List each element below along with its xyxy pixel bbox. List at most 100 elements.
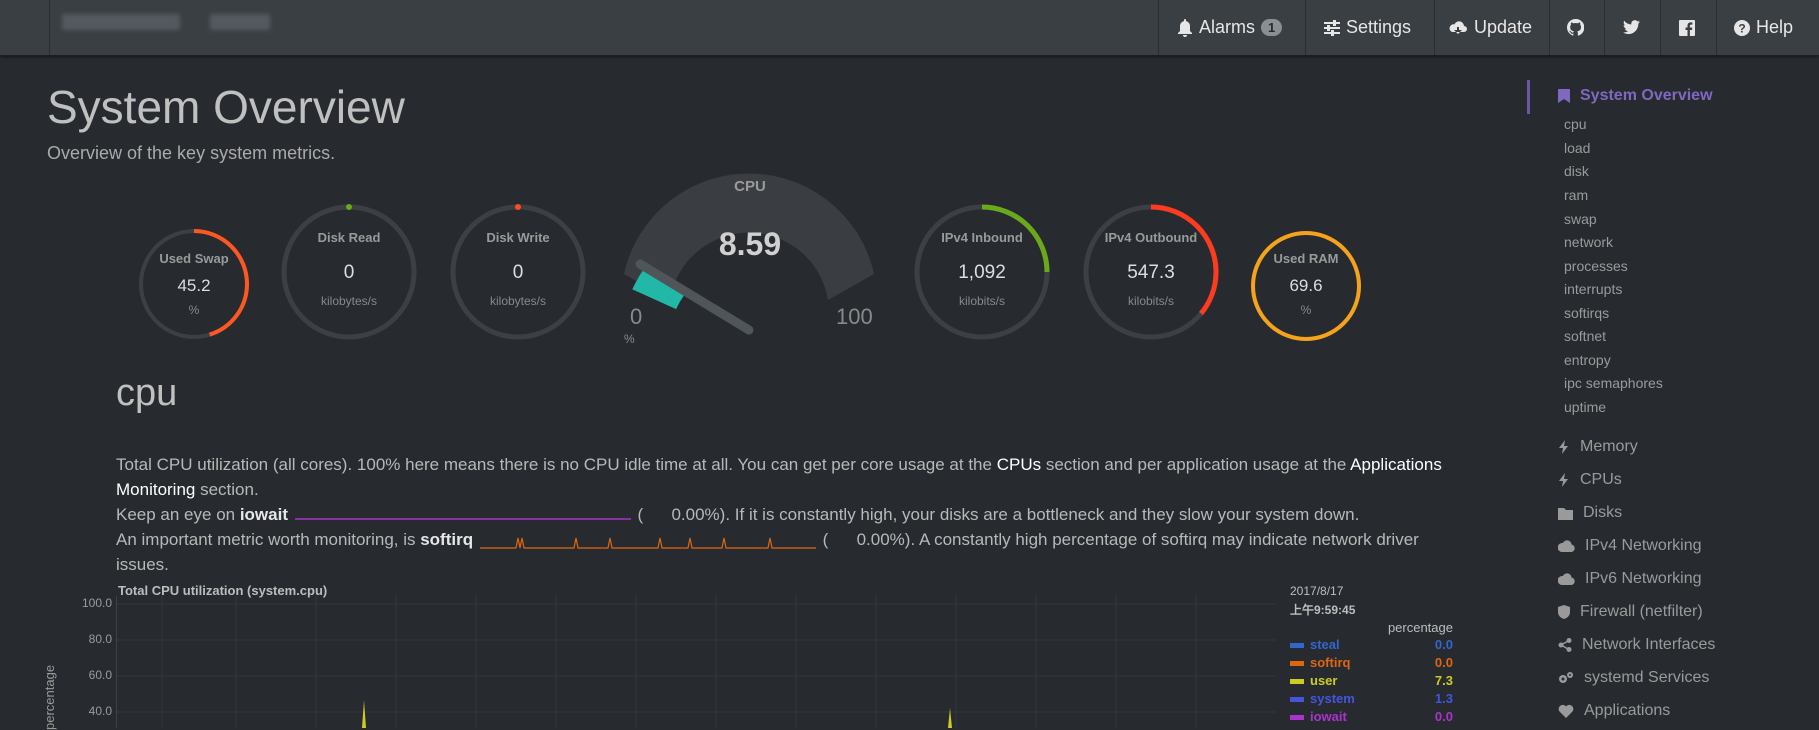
sidebar-subitem-softnet[interactable]: softnet (1564, 328, 1607, 344)
sidebar-item-label: CPUs (1580, 471, 1622, 488)
disk-write-label: Disk Write (486, 230, 550, 245)
iowait-percent: 0.00% (671, 505, 720, 524)
legend-name: user (1310, 673, 1338, 688)
y-tick-label: 80.0 (88, 632, 112, 646)
cpu-gauge-dial (624, 173, 874, 335)
legend-swatch (1290, 715, 1304, 720)
update-button[interactable]: Update (1448, 0, 1532, 55)
disk-read-value: 0 (343, 262, 355, 283)
facebook-icon (1679, 19, 1695, 36)
legend-date: 2017/8/17 (1290, 584, 1344, 598)
cpu-chart-plot[interactable] (116, 596, 1276, 728)
sidebar-item-label: System Overview (1580, 87, 1713, 104)
chart-title: Total CPU utilization (system.cpu) (118, 583, 328, 598)
sidebar-subitem-swap[interactable]: swap (1564, 211, 1597, 227)
sidebar-item-system-overview[interactable]: System Overview (1558, 87, 1713, 105)
ipv4-inbound-value: 1,092 (958, 262, 1006, 283)
ipv4-outbound-unit: kilobits/s (1127, 294, 1174, 308)
used-swap-gauge[interactable]: Used Swap 45.2 % (136, 226, 252, 342)
softirq-sparkline[interactable] (478, 532, 818, 550)
ipv4-inbound-gauge[interactable]: IPv4 Inbound 1,092 kilobits/s (912, 202, 1052, 342)
desc-text: section and per application usage at the (1041, 455, 1351, 474)
settings-label: Settings (1346, 17, 1412, 37)
brand-logo[interactable] (62, 14, 180, 30)
ipv4-outbound-ring (1083, 204, 1219, 340)
ipv4-inbound-label: IPv4 Inbound (941, 230, 1023, 245)
bolt-icon (1559, 440, 1568, 454)
sidebar-subitem-network[interactable]: network (1564, 234, 1614, 250)
legend-item-iowait[interactable]: iowait 0.0 (1290, 709, 1453, 727)
question-circle-icon: ? (1734, 19, 1750, 36)
github-icon (1567, 19, 1584, 36)
disk-read-ring (281, 204, 417, 340)
legend-time: 上午9:59:45 (1290, 603, 1356, 617)
applications-monitoring-link[interactable]: Applications Monitoring (116, 455, 1442, 499)
twitter-button[interactable] (1623, 0, 1640, 55)
cloud-icon (1558, 573, 1575, 585)
used-ram-value: 69.6 (1289, 276, 1323, 295)
ipv4-inbound-unit: kilobits/s (958, 294, 1005, 308)
sidebar-subitem-uptime[interactable]: uptime (1564, 399, 1607, 415)
legend-item-softirq[interactable]: softirq 0.0 (1290, 655, 1453, 673)
y-tick-label: 60.0 (88, 668, 112, 682)
sidebar-item-label: Disks (1583, 504, 1623, 521)
cpu-gauge[interactable]: CPU 8.59 0 100 % (610, 172, 890, 352)
sliders-icon (1324, 19, 1340, 36)
disk-write-gauge[interactable]: Disk Write 0 kilobytes/s (448, 202, 588, 342)
legend-value: 0.0 (1434, 709, 1453, 724)
y-axis-label: percentage (42, 664, 57, 730)
sidebar-item-ipv4-networking[interactable]: IPv4 Networking (1558, 537, 1702, 555)
sidebar-item-memory[interactable]: Memory (1558, 438, 1638, 456)
sidebar-subitem-ipc-semaphores[interactable]: ipc semaphores (1564, 375, 1663, 391)
disk-read-unit: kilobytes/s (320, 294, 378, 308)
update-label: Update (1474, 17, 1533, 37)
legend-unit: percentage (1387, 620, 1453, 635)
sidebar-subitem-processes[interactable]: processes (1564, 258, 1628, 274)
help-label: Help (1756, 17, 1794, 37)
github-button[interactable] (1567, 0, 1584, 55)
settings-button[interactable]: Settings (1324, 0, 1411, 55)
disk-write-value: 0 (512, 262, 524, 283)
legend-name: iowait (1310, 709, 1347, 724)
iowait-keyword: iowait (239, 505, 288, 524)
legend-item-steal[interactable]: steal 0.0 (1290, 637, 1453, 655)
share-nodes-icon (1558, 638, 1572, 652)
sidebar-subitem-interrupts[interactable]: interrupts (1564, 281, 1623, 297)
iowait-sparkline[interactable] (293, 509, 633, 523)
facebook-button[interactable] (1679, 0, 1695, 55)
sidebar-subitem-disk[interactable]: disk (1564, 163, 1589, 179)
cpus-link[interactable]: CPUs (996, 455, 1042, 474)
sidebar-item-ipv6-networking[interactable]: IPv6 Networking (1558, 570, 1702, 588)
shield-icon (1558, 605, 1570, 619)
sidebar-item-applications[interactable]: Applications (1558, 702, 1670, 720)
sidebar-item-label: Applications (1584, 702, 1671, 719)
legend-item-user[interactable]: user 7.3 (1290, 673, 1453, 691)
sidebar-item-cpus[interactable]: CPUs (1558, 471, 1622, 489)
legend-name: softirq (1310, 655, 1351, 670)
help-button[interactable]: ? Help (1734, 0, 1793, 55)
sidebar-subitem-cpu[interactable]: cpu (1564, 116, 1587, 132)
disk-read-indicator (346, 204, 352, 210)
used-ram-gauge[interactable]: Used RAM 69.6 % (1248, 228, 1364, 344)
alarms-button[interactable]: Alarms 1 (1177, 0, 1283, 55)
disk-read-gauge[interactable]: Disk Read 0 kilobytes/s (279, 202, 419, 342)
desc-text: section. (195, 480, 259, 499)
sidebar-subitem-ram[interactable]: ram (1564, 187, 1589, 203)
cloud-download-icon (1449, 20, 1467, 34)
sidebar-item-systemd-services[interactable]: systemd Services (1558, 669, 1709, 687)
sidebar-subitem-load[interactable]: load (1564, 140, 1591, 156)
sidebar-item-firewall[interactable]: Firewall (netfilter) (1558, 603, 1703, 621)
page-title: System Overview (47, 81, 405, 133)
legend-value: 1.3 (1434, 691, 1453, 706)
user-series-spike (362, 700, 366, 728)
ipv4-outbound-gauge[interactable]: IPv4 Outbound 547.3 kilobits/s (1081, 202, 1221, 342)
legend-item-system[interactable]: system 1.3 (1290, 691, 1453, 709)
sidebar-item-label: systemd Services (1584, 669, 1710, 686)
disk-write-indicator (515, 204, 521, 210)
sidebar-subitem-softirqs[interactable]: softirqs (1564, 305, 1610, 321)
sidebar-item-network-interfaces[interactable]: Network Interfaces (1558, 636, 1715, 654)
sidebar-subitem-entropy[interactable]: entropy (1564, 352, 1611, 368)
disk-write-unit: kilobytes/s (489, 294, 547, 308)
hostname-label[interactable] (210, 14, 270, 30)
sidebar-item-disks[interactable]: Disks (1558, 504, 1622, 522)
